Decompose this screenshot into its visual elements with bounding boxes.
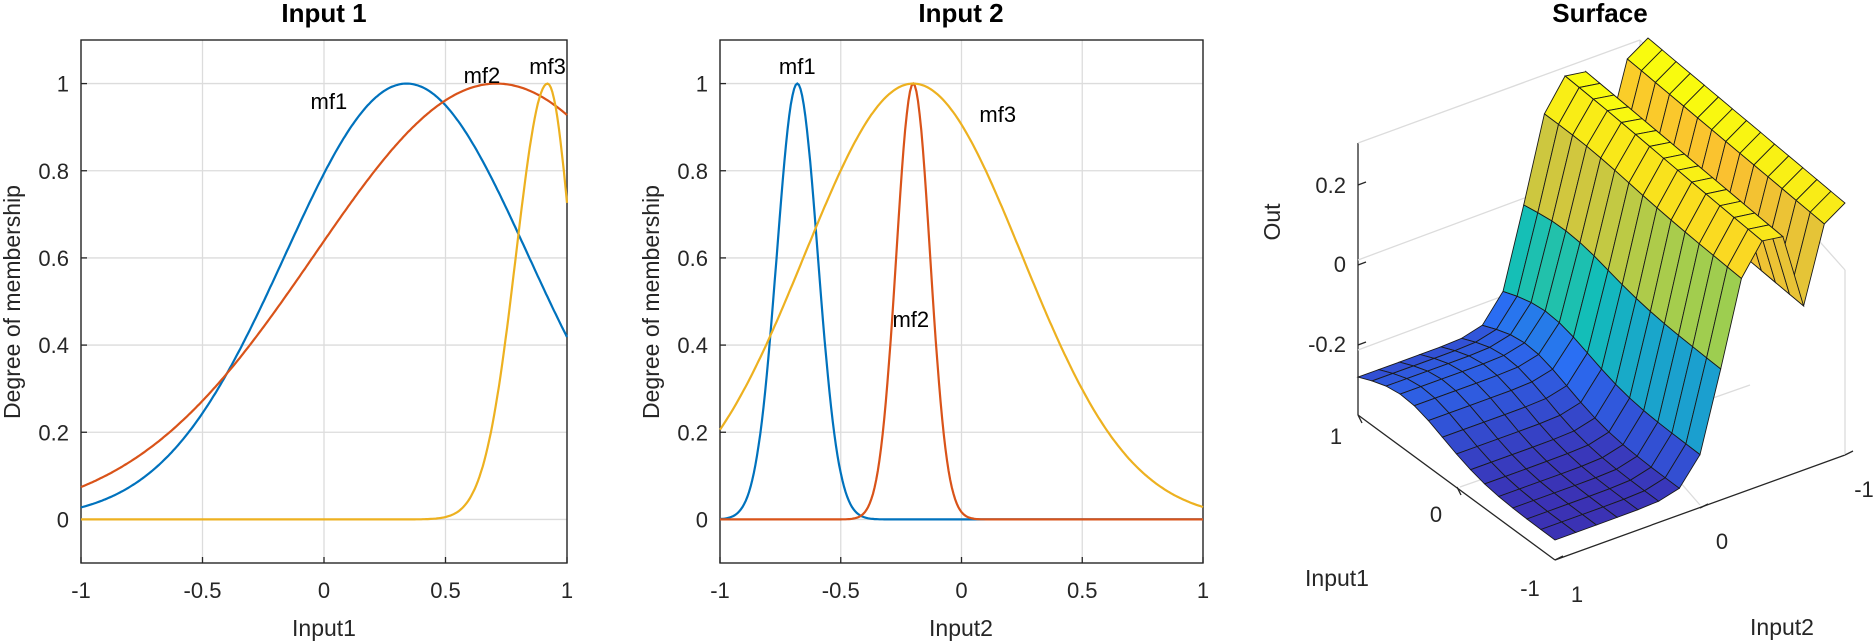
series-line-mf3 bbox=[81, 82, 569, 521]
y-tick-label: 0.8 bbox=[38, 159, 69, 184]
y-tick-label: 0.4 bbox=[38, 333, 69, 358]
series-label-mf1: mf1 bbox=[779, 54, 816, 79]
input1-y-axis-label: Degree of membership bbox=[0, 185, 25, 419]
y-tick-label: 0 bbox=[57, 507, 69, 532]
z-tick-label: -0.2 bbox=[1308, 332, 1346, 357]
input2-y-axis-label: Degree of membership bbox=[638, 185, 664, 419]
y-tick-label: 1 bbox=[696, 72, 708, 97]
y-tick-label: 0.2 bbox=[38, 420, 69, 445]
x-tick-label: 0 bbox=[318, 578, 330, 603]
input1-chart: Input 1 Input1 Degree of membership -1 -0… bbox=[0, 0, 573, 641]
x-tick-label: -1 bbox=[71, 578, 91, 603]
surface-input2-axis-label: Input2 bbox=[1750, 614, 1814, 640]
x-tick-label: 0.5 bbox=[430, 578, 461, 603]
y-tick-label: 0.2 bbox=[677, 420, 708, 445]
series-label-mf1: mf1 bbox=[311, 89, 348, 114]
x-tick-label: -0.5 bbox=[184, 578, 222, 603]
x-tick-label: 0 bbox=[955, 578, 967, 603]
surface-mesh bbox=[1356, 37, 1846, 541]
surface-input1-axis-label: Input1 bbox=[1305, 565, 1369, 591]
y-tick-label: 1 bbox=[57, 72, 69, 97]
grid bbox=[719, 40, 1204, 563]
series-label-mf3: mf3 bbox=[529, 54, 566, 79]
series-line-mf1 bbox=[80, 82, 568, 509]
plot-frame bbox=[80, 39, 568, 564]
x-tick-label: 1 bbox=[561, 578, 573, 603]
x-tick-label: -0.5 bbox=[822, 578, 860, 603]
z-tick-label: 0.2 bbox=[1315, 173, 1346, 198]
surface-facet bbox=[1539, 521, 1577, 541]
x-tick-label: 0.5 bbox=[1067, 578, 1098, 603]
input1-tick-label: 0 bbox=[1430, 502, 1442, 527]
x-tick-label: 1 bbox=[1197, 578, 1209, 603]
input2-chart: Input 2 Input2 Degree of membership -1 -0… bbox=[638, 0, 1209, 641]
surface-chart-title: Surface bbox=[1552, 0, 1647, 28]
series-line-mf3 bbox=[719, 82, 1204, 509]
grid bbox=[80, 40, 568, 563]
series-line-mf2 bbox=[80, 82, 568, 489]
series-label-mf2: mf2 bbox=[892, 307, 929, 332]
input1-tick-label: -1 bbox=[1520, 576, 1540, 601]
surface-z-axis-label: Out bbox=[1259, 203, 1285, 241]
surface-chart: Surface 0.2 0 -0.2 bbox=[1259, 0, 1874, 640]
input1-tick-label: 1 bbox=[1330, 424, 1342, 449]
y-tick-label: 0 bbox=[696, 507, 708, 532]
input2-tick-label: 0 bbox=[1716, 529, 1728, 554]
x-tick-label: -1 bbox=[710, 578, 730, 603]
input2-chart-title: Input 2 bbox=[918, 0, 1003, 28]
y-tick-label: 0.4 bbox=[677, 333, 708, 358]
y-tick-label: 0.6 bbox=[38, 246, 69, 271]
input1-x-axis-label: Input1 bbox=[292, 615, 356, 641]
input2-x-axis-label: Input2 bbox=[929, 615, 993, 641]
input2-tick-label: -1 bbox=[1854, 477, 1874, 502]
series-label-mf2: mf2 bbox=[464, 63, 501, 88]
y-tick-label: 0.8 bbox=[677, 159, 708, 184]
input1-chart-title: Input 1 bbox=[281, 0, 366, 28]
input2-tick-label: 1 bbox=[1571, 582, 1583, 607]
z-tick-label: 0 bbox=[1334, 252, 1346, 277]
plot-frame bbox=[719, 39, 1204, 564]
series-line-mf2 bbox=[720, 81, 1203, 521]
series-label-mf3: mf3 bbox=[979, 102, 1016, 127]
y-tick-label: 0.6 bbox=[677, 246, 708, 271]
